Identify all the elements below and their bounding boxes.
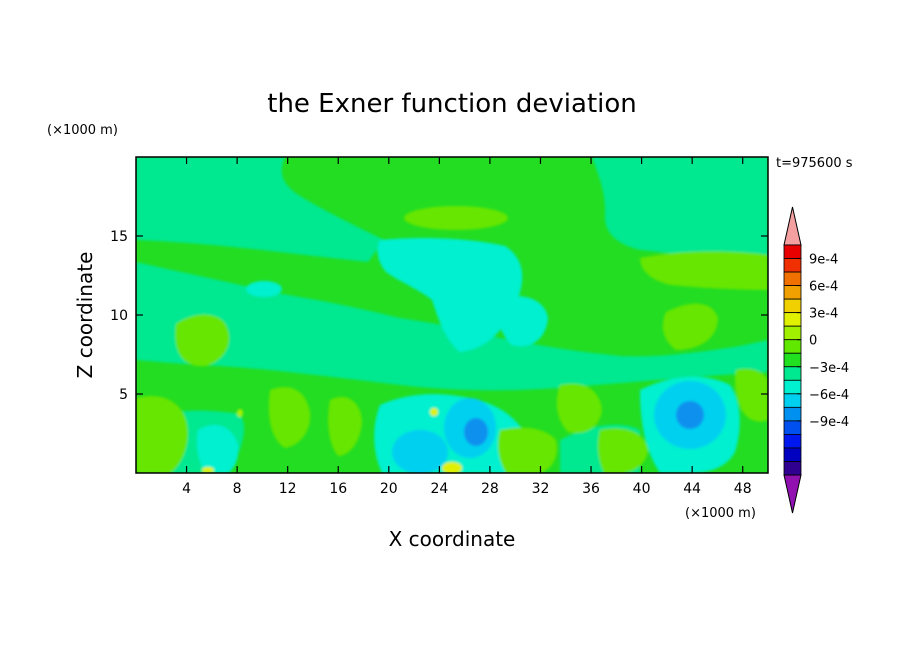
region-neg-patch	[246, 281, 282, 297]
region-near-zero-mid-band	[136, 262, 768, 391]
y-tick-label-15: 15	[110, 229, 128, 245]
region-pos-lower-left-mid	[268, 386, 311, 448]
chart-title: the Exner function deviation	[267, 89, 637, 119]
region-near-zero-upper-left	[136, 157, 384, 262]
region-neg-core-center-left	[392, 430, 448, 473]
colorbar-cell-3	[783, 271, 802, 286]
x-tick-label-48: 48	[734, 481, 752, 497]
x-tick-label-44: 44	[683, 481, 701, 497]
x-axis-title: X coordinate	[389, 527, 516, 551]
region-neg-lower-left	[196, 425, 239, 473]
x-tick-label-36: 36	[582, 481, 600, 497]
region-pos-lower-mid	[328, 396, 362, 456]
colorbar-cell-12	[783, 393, 802, 408]
x-axis: 4 8 12 16 20 24 28 32 36 40 44 48	[182, 157, 752, 497]
x-tick-label-28: 28	[481, 481, 499, 497]
x-tick-label-24: 24	[430, 481, 448, 497]
colorbar: 9e-4 6e-4 3e-4 0 −3e-4 −6e-4 −9e-4	[783, 206, 849, 514]
colorbar-label-1: 6e-4	[809, 280, 838, 295]
region-neg-min-right	[676, 401, 704, 429]
region-pos-mid-left	[175, 314, 230, 367]
region-pos-spot-left	[237, 409, 243, 417]
colorbar-cell-9	[783, 352, 802, 368]
x-tick-label-8: 8	[233, 481, 242, 497]
y-axis: 5 10 15	[110, 229, 768, 403]
region-neg-min-center	[464, 418, 488, 446]
region-pos-lower-center-right	[498, 427, 558, 473]
field-regions	[136, 157, 768, 473]
colorbar-cell-8	[783, 339, 802, 354]
colorbar-cell-16	[783, 447, 802, 462]
colorbar-cell-17	[783, 461, 802, 476]
region-pos-upper-lens	[404, 206, 508, 230]
colorbar-cell-10	[783, 366, 802, 381]
colorbar-cell-15	[783, 434, 802, 449]
contour-field	[136, 157, 768, 473]
colorbar-cell-7	[783, 325, 802, 341]
region-pos-right-band	[640, 251, 768, 290]
region-pos-lower-right	[597, 428, 648, 473]
x-tick-label-4: 4	[182, 481, 191, 497]
colorbar-cell-14	[783, 420, 802, 435]
colorbar-label-6: −9e-4	[809, 415, 849, 430]
region-pos-lower-left	[136, 396, 188, 473]
colorbar-label-5: −6e-4	[809, 388, 849, 403]
x-tick-label-32: 32	[532, 481, 550, 497]
x-tick-label-40: 40	[633, 481, 651, 497]
x-unit-label: (×1000 m)	[685, 506, 756, 521]
time-label: t=975600 s	[776, 156, 853, 171]
colorbar-label-2: 3e-4	[809, 307, 838, 322]
colorbar-cell-6	[783, 312, 802, 327]
colorbar-top-arrow	[783, 206, 802, 246]
region-neg-upper-right	[498, 296, 548, 347]
colorbar-cell-5	[783, 298, 802, 314]
x-tick-label-12: 12	[279, 481, 297, 497]
y-axis-title: Z coordinate	[73, 252, 97, 379]
x-tick-label-16: 16	[329, 481, 347, 497]
region-neg-upper	[377, 238, 523, 352]
colorbar-cell-4	[783, 285, 802, 300]
x-tick-label-20: 20	[380, 481, 398, 497]
y-tick-label-5: 5	[119, 387, 128, 403]
region-near-zero-upper-right	[592, 157, 768, 268]
colorbar-cell-2	[783, 258, 802, 273]
colorbar-label-0: 9e-4	[809, 253, 838, 268]
region-pos-lower-right-mid	[556, 383, 602, 434]
y-tick-label-10: 10	[110, 308, 128, 324]
y-unit-label: (×1000 m)	[47, 123, 118, 138]
region-pos-max-bottom	[442, 462, 462, 473]
colorbar-bottom-arrow	[783, 474, 802, 514]
colorbar-label-4: −3e-4	[809, 361, 849, 376]
colorbar-label-3: 0	[809, 334, 817, 349]
colorbar-cell-1	[783, 244, 802, 259]
colorbar-cell-13	[783, 406, 802, 422]
region-pos-small-bottom	[202, 467, 214, 473]
region-pos-mid-right	[662, 303, 718, 350]
colorbar-cell-11	[783, 379, 802, 395]
region-pos-right-edge	[734, 368, 768, 422]
region-pos-spot	[430, 408, 438, 416]
